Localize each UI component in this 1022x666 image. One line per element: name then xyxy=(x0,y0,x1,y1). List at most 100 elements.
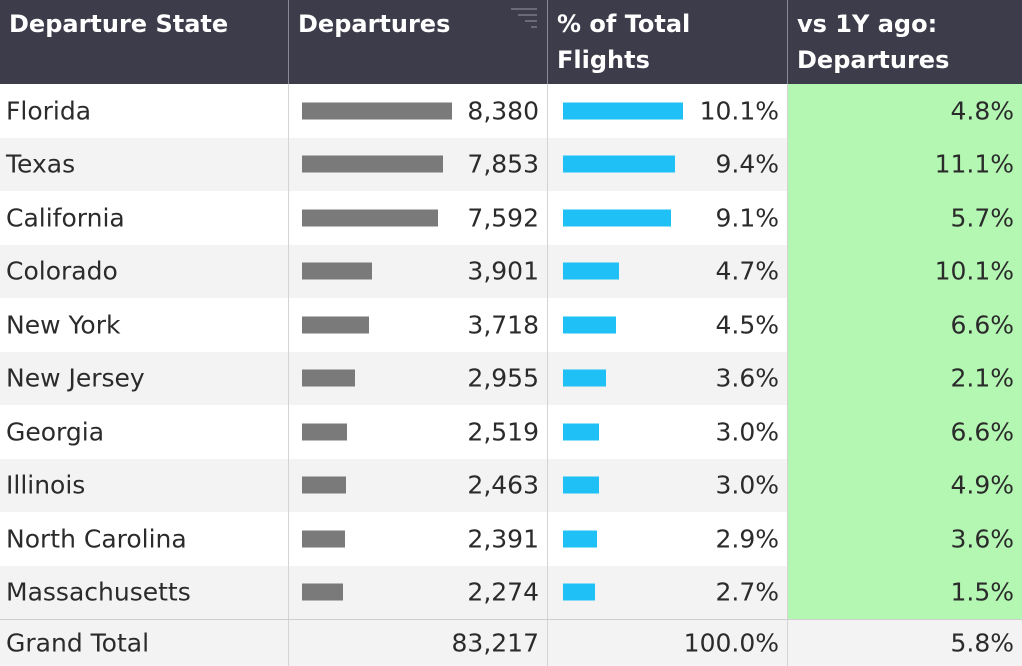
vs-cell: 5.7% xyxy=(788,191,1022,245)
pct-value: 2.9% xyxy=(715,524,779,554)
table-row[interactable]: California 7,592 9.1% 5.7% xyxy=(0,191,1022,245)
table-row[interactable]: Texas 7,853 9.4% 11.1% xyxy=(0,137,1022,191)
departures-bar xyxy=(302,423,347,441)
departures-bar xyxy=(302,262,372,280)
departures-cell: 7,853 xyxy=(289,137,548,191)
state-cell: Colorado xyxy=(0,244,289,298)
state-name: California xyxy=(6,203,125,233)
table-row[interactable]: New Jersey 2,955 3.6% 2.1% xyxy=(0,351,1022,405)
pct-bar xyxy=(563,476,599,494)
vs-cell: 4.9% xyxy=(788,458,1022,512)
table-row[interactable]: New York 3,718 4.5% 6.6% xyxy=(0,298,1022,352)
pct-cell: 9.1% xyxy=(548,191,788,245)
header-vs-1y-ago[interactable]: vs 1Y ago: Departures xyxy=(788,0,1022,84)
state-cell: Texas xyxy=(0,137,289,191)
state-name: Illinois xyxy=(6,470,86,500)
header-departures[interactable]: Departures xyxy=(289,0,548,84)
vs-value: 4.9% xyxy=(950,470,1014,500)
departures-bar xyxy=(302,530,345,548)
state-cell: Florida xyxy=(0,84,289,138)
table-row[interactable]: Florida 8,380 10.1% 4.8% xyxy=(0,84,1022,138)
table-row[interactable]: Colorado 3,901 4.7% 10.1% xyxy=(0,244,1022,298)
pct-bar xyxy=(563,209,671,227)
pct-value: 9.1% xyxy=(715,203,779,233)
total-pct-cell: 100.0% xyxy=(548,620,788,666)
state-name: Massachusetts xyxy=(6,577,191,607)
pct-cell: 9.4% xyxy=(548,137,788,191)
pct-cell: 2.9% xyxy=(548,512,788,566)
state-cell: Illinois xyxy=(0,458,289,512)
total-departures-cell: 83,217 xyxy=(289,620,548,666)
state-name: New Jersey xyxy=(6,363,145,393)
departures-value: 2,391 xyxy=(467,524,539,554)
departures-value: 2,519 xyxy=(467,417,539,447)
state-name: Texas xyxy=(6,149,76,179)
departures-value: 3,901 xyxy=(467,256,539,286)
pct-cell: 3.0% xyxy=(548,458,788,512)
departures-cell: 2,519 xyxy=(289,405,548,459)
departures-value: 2,463 xyxy=(467,470,539,500)
vs-cell: 2.1% xyxy=(788,351,1022,405)
pct-cell: 10.1% xyxy=(548,84,788,138)
total-label-cell: Grand Total xyxy=(0,620,289,666)
state-cell: California xyxy=(0,191,289,245)
pct-value: 4.5% xyxy=(715,310,779,340)
vs-value: 6.6% xyxy=(950,417,1014,447)
table-row[interactable]: North Carolina 2,391 2.9% 3.6% xyxy=(0,512,1022,566)
vs-value: 1.5% xyxy=(950,577,1014,607)
vs-cell: 3.6% xyxy=(788,512,1022,566)
vs-cell: 1.5% xyxy=(788,565,1022,619)
table-row[interactable]: Illinois 2,463 3.0% 4.9% xyxy=(0,458,1022,512)
departures-bar xyxy=(302,209,438,227)
table-header: Departure State Departures % of Total Fl… xyxy=(0,0,1022,84)
state-name: Colorado xyxy=(6,256,118,286)
departures-cell: 2,391 xyxy=(289,512,548,566)
header-pct-total-flights[interactable]: % of Total Flights xyxy=(548,0,788,84)
state-name: Florida xyxy=(6,96,92,126)
vs-value: 11.1% xyxy=(934,149,1014,179)
vs-cell: 4.8% xyxy=(788,84,1022,138)
total-vs-cell: 5.8% xyxy=(788,620,1022,666)
pct-cell: 2.7% xyxy=(548,565,788,619)
vs-value: 10.1% xyxy=(934,256,1014,286)
departures-bar xyxy=(302,476,346,494)
vs-value: 6.6% xyxy=(950,310,1014,340)
departures-cell: 2,274 xyxy=(289,565,548,619)
state-cell: New Jersey xyxy=(0,351,289,405)
pct-value: 2.7% xyxy=(715,577,779,607)
vs-value: 3.6% xyxy=(950,524,1014,554)
grand-total-pct: 100.0% xyxy=(683,628,779,658)
departures-bar xyxy=(302,316,369,334)
state-cell: New York xyxy=(0,298,289,352)
pct-bar xyxy=(563,530,597,548)
departures-bar xyxy=(302,583,343,601)
state-name: Georgia xyxy=(6,417,105,447)
vs-cell: 11.1% xyxy=(788,137,1022,191)
pct-bar xyxy=(563,369,606,387)
table-row[interactable]: Massachusetts 2,274 2.7% 1.5% xyxy=(0,565,1022,619)
pct-value: 9.4% xyxy=(715,149,779,179)
vs-cell: 6.6% xyxy=(788,405,1022,459)
sort-descending-icon[interactable] xyxy=(511,6,537,28)
pct-bar xyxy=(563,155,675,173)
pct-cell: 3.0% xyxy=(548,405,788,459)
state-name: New York xyxy=(6,310,121,340)
header-label: Departure State xyxy=(9,10,229,38)
table-row[interactable]: Georgia 2,519 3.0% 6.6% xyxy=(0,405,1022,459)
pct-value: 4.7% xyxy=(715,256,779,286)
grand-total-row: Grand Total 83,217 100.0% 5.8% xyxy=(0,619,1022,666)
departures-cell: 2,955 xyxy=(289,351,548,405)
pct-cell: 4.7% xyxy=(548,244,788,298)
pct-bar xyxy=(563,262,619,280)
departures-cell: 7,592 xyxy=(289,191,548,245)
grand-total-label: Grand Total xyxy=(6,628,150,658)
departures-value: 3,718 xyxy=(467,310,539,340)
pct-value: 3.0% xyxy=(715,417,779,447)
header-departure-state[interactable]: Departure State xyxy=(0,0,289,84)
departures-value: 7,853 xyxy=(467,149,539,179)
departures-bar xyxy=(302,155,443,173)
departures-cell: 3,718 xyxy=(289,298,548,352)
pct-value: 3.6% xyxy=(715,363,779,393)
pct-cell: 3.6% xyxy=(548,351,788,405)
